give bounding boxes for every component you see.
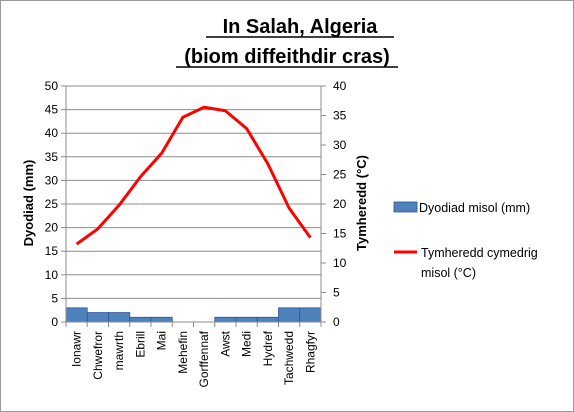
category-label: Mai bbox=[155, 331, 169, 350]
right-axis-ticks: 0 5 10 15 20 25 30 35 40 bbox=[321, 79, 347, 329]
category-label: Gorffennaf bbox=[197, 330, 211, 387]
legend-label-precipitation: Dyodiad misol (mm) bbox=[419, 201, 530, 215]
right-tick-label: 5 bbox=[333, 286, 340, 300]
right-tick-label: 30 bbox=[333, 138, 347, 152]
left-tick-label: 5 bbox=[51, 291, 58, 305]
left-axis-title: Dyodiad (mm) bbox=[21, 160, 36, 247]
legend: Dyodiad misol (mm) Tymheredd cymedrig mis… bbox=[393, 201, 538, 280]
chart-title-line-2: (biom diffeithdir cras) bbox=[184, 46, 390, 68]
left-tick-label: 15 bbox=[45, 244, 59, 258]
left-tick-label: 20 bbox=[45, 221, 59, 235]
left-tick-label: 40 bbox=[45, 126, 59, 140]
precipitation-bar bbox=[214, 316, 237, 323]
left-tick-label: 50 bbox=[45, 79, 59, 93]
legend-label-temperature-line: Tymheredd cymedrig bbox=[421, 246, 538, 260]
precipitation-bar bbox=[65, 307, 88, 323]
right-tick-label: 20 bbox=[333, 197, 347, 211]
precipitation-bar bbox=[129, 316, 152, 323]
left-tick-label: 35 bbox=[45, 150, 59, 164]
category-label: Tachwedd bbox=[282, 331, 296, 385]
gridlines bbox=[66, 85, 321, 323]
precipitation-bar bbox=[278, 307, 301, 323]
right-tick-label: 35 bbox=[333, 109, 347, 123]
left-tick-label: 30 bbox=[45, 173, 59, 187]
right-tick-label: 10 bbox=[333, 256, 347, 270]
legend-label-temperature-line: misol (°C) bbox=[421, 266, 476, 280]
category-label: Awst bbox=[218, 330, 232, 356]
category-label: Hydref bbox=[261, 330, 275, 366]
category-label: Rhagfyr bbox=[303, 331, 317, 373]
category-label: Medi bbox=[240, 331, 254, 357]
precipitation-bar bbox=[150, 316, 173, 323]
category-label: Ebrill bbox=[133, 331, 147, 358]
category-label: Mehefin bbox=[176, 331, 190, 374]
precipitation-bar bbox=[108, 312, 131, 323]
category-labels: Ionawr Chwefror mawrth Ebrill Mai Mehefin Gorf… bbox=[70, 330, 318, 387]
precipitation-bar bbox=[256, 316, 279, 323]
left-tick-label: 10 bbox=[45, 268, 59, 282]
temperature-line bbox=[75, 105, 312, 246]
category-label: Chwefror bbox=[91, 331, 105, 380]
precipitation-bar bbox=[86, 312, 109, 323]
right-tick-label: 25 bbox=[333, 168, 347, 182]
legend-swatch-precipitation bbox=[393, 201, 418, 213]
left-axis-ticks: 0 5 10 15 20 25 30 35 40 45 50 bbox=[45, 79, 66, 329]
right-axis-title: Tymheredd (°C) bbox=[354, 155, 369, 251]
left-tick-label: 25 bbox=[45, 197, 59, 211]
right-tick-label: 15 bbox=[333, 227, 347, 241]
category-label: mawrth bbox=[112, 331, 126, 370]
precipitation-bar bbox=[235, 316, 258, 323]
right-tick-label: 0 bbox=[333, 315, 340, 329]
legend-label-temperature: Tymheredd cymedrig misol (°C) bbox=[421, 246, 538, 280]
left-tick-label: 0 bbox=[51, 315, 58, 329]
right-tick-label: 40 bbox=[333, 79, 347, 93]
precipitation-bar bbox=[299, 307, 322, 323]
category-label: Ionawr bbox=[70, 331, 84, 367]
left-tick-label: 45 bbox=[45, 103, 59, 117]
temperature-line-group bbox=[75, 105, 312, 246]
chart-title-line-1: In Salah, Algeria bbox=[223, 16, 379, 38]
